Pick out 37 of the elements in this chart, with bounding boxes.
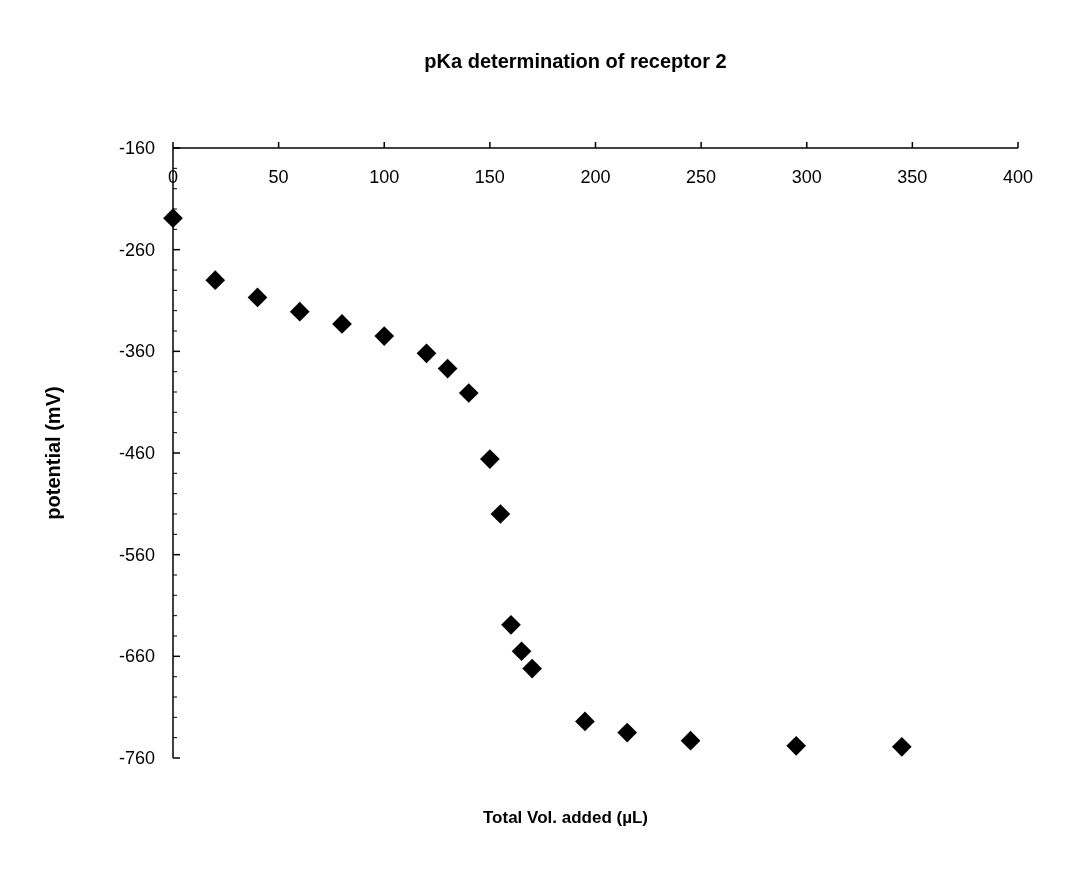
point — [490, 504, 511, 524]
point — [786, 735, 807, 756]
x-tick-label: 250 — [686, 167, 717, 187]
point — [501, 614, 521, 635]
x-tick-label: 50 — [268, 167, 289, 187]
point — [511, 641, 532, 662]
point — [458, 383, 479, 403]
point — [205, 270, 226, 291]
point — [289, 301, 310, 322]
y-tick-label: -360 — [118, 341, 155, 362]
y-tick-label: -160 — [118, 138, 155, 158]
point — [437, 358, 458, 379]
point — [480, 449, 500, 469]
point — [163, 208, 183, 228]
x-tick-label: 300 — [791, 167, 822, 187]
y-tick-label: -260 — [118, 239, 155, 260]
point — [891, 736, 912, 757]
x-tick-label: 350 — [897, 167, 928, 187]
y-tick-label: -560 — [118, 544, 155, 565]
x-tick-label: 200 — [580, 167, 611, 187]
x-tick-label: 100 — [369, 167, 400, 187]
x-tick-label: 400 — [1002, 167, 1034, 187]
point — [680, 730, 701, 751]
y-axis-title: potential (mV) — [42, 386, 64, 520]
point — [575, 711, 595, 732]
chart-title: pKa determination of receptor 2 — [424, 50, 727, 72]
point — [332, 314, 352, 334]
y-tick-label: -760 — [118, 748, 155, 768]
point — [617, 722, 638, 743]
y-tick-label: -460 — [118, 443, 155, 463]
point — [374, 326, 395, 346]
point — [247, 287, 268, 308]
x-tick-label: 150 — [474, 167, 505, 187]
point — [416, 343, 437, 364]
x-axis-title: Total Vol. added (µL) — [483, 808, 648, 827]
point — [522, 658, 542, 679]
y-tick-label: -660 — [118, 646, 155, 667]
